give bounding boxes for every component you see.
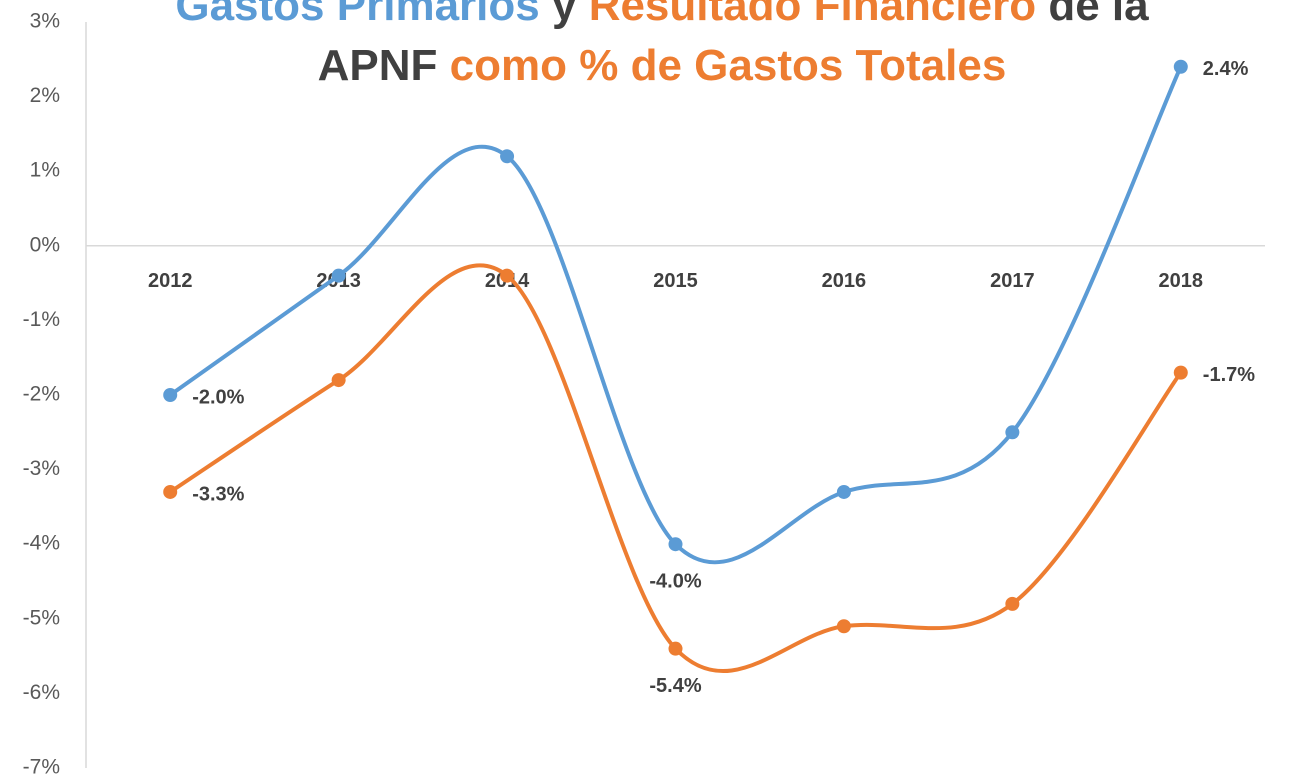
data-point [1005,596,1020,611]
title-part: Resultado Financiero [589,0,1036,30]
data-point [163,484,178,499]
data-point [668,537,683,552]
data-point [163,388,178,402]
y-tick-label: -3% [23,457,60,480]
y-tick-label: -4% [23,532,60,555]
y-tick-label: -2% [23,383,60,406]
data-point [1173,365,1188,380]
title-part: de la [1048,0,1149,30]
data-label: -2.0% [192,386,244,408]
y-tick-label: 2% [30,84,60,107]
x-tick-label: 2018 [1159,270,1204,292]
y-tick-label: 3% [30,10,60,33]
y-tick-label: -7% [23,756,60,777]
data-point [500,149,515,164]
x-tick-label: 2015 [653,270,698,292]
data-label: -3.3% [192,483,244,505]
data-point [331,373,346,388]
y-tick-label: -6% [23,681,60,704]
y-tick-label: -1% [23,308,60,331]
data-point [331,268,346,283]
y-tick-label: 1% [30,159,60,182]
data-point [836,484,851,499]
title-part: como % de Gastos Totales [450,41,1007,90]
x-tick-label: 2017 [990,270,1035,292]
data-point [500,268,515,283]
data-point [1005,425,1020,440]
data-label: -5.4% [649,675,701,697]
x-tick-label: 2016 [822,270,867,292]
data-point [1173,59,1188,74]
y-tick-label: 0% [30,233,60,256]
data-label: -4.0% [649,570,701,592]
data-point [836,619,851,634]
x-tick-label: 2012 [148,270,193,292]
title-part: Gastos Primarios [175,0,539,30]
data-label: 2.4% [1203,58,1249,80]
data-point [668,641,683,656]
chart-title-line-1: Gastos Primarios y Resultado Financiero … [175,0,1149,30]
title-part: APNF [318,41,438,90]
chart-title-line-2: APNF como % de Gastos Totales [318,41,1007,90]
title-part: y [552,0,577,30]
y-tick-label: -5% [23,606,60,629]
data-label: -1.7% [1203,364,1255,386]
